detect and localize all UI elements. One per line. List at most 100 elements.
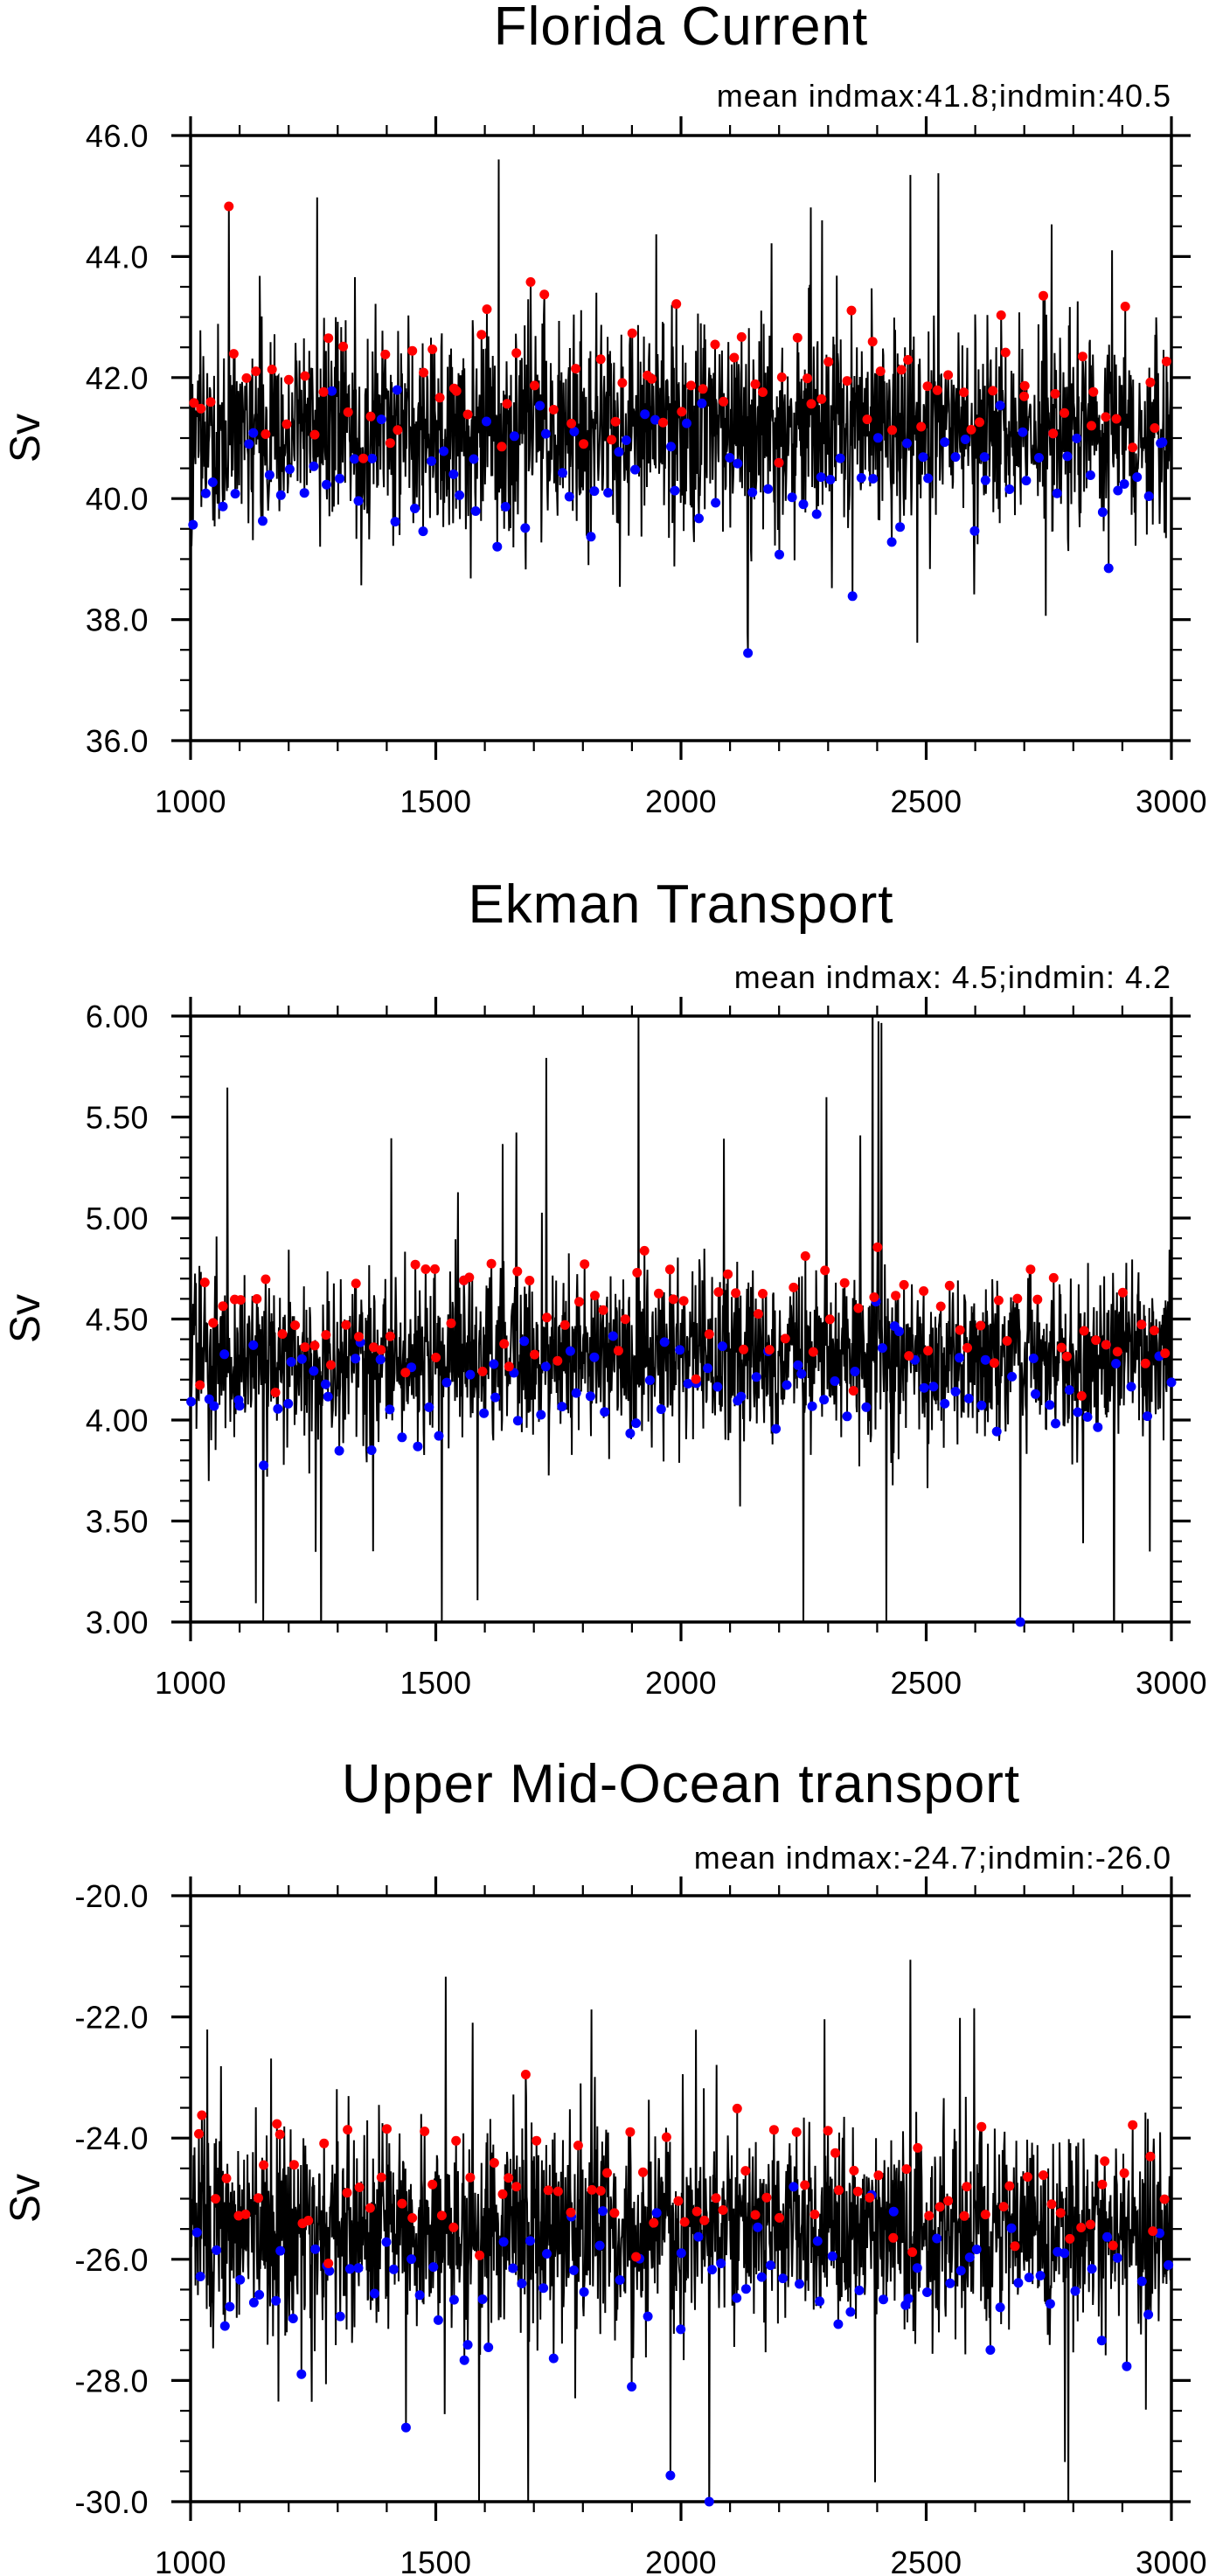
indmax-marker xyxy=(800,2180,810,2190)
indmax-marker xyxy=(342,2188,352,2198)
y-tick-label: 3.50 xyxy=(86,1504,149,1540)
indmax-marker xyxy=(400,1368,411,1378)
indmin-marker xyxy=(335,473,345,484)
indmax-marker xyxy=(365,2203,375,2213)
indmax-marker xyxy=(407,2213,418,2223)
indmin-marker xyxy=(833,2319,844,2329)
indmax-marker xyxy=(698,384,708,394)
indmax-marker xyxy=(274,2129,285,2140)
indmax-marker xyxy=(776,372,787,382)
x-tick-label: 1000 xyxy=(155,2545,226,2576)
indmax-marker xyxy=(988,386,998,396)
indmin-marker xyxy=(406,2254,417,2265)
plot-area: 1000 1500 2000 2500 3000 36.0 38.0 40.0 42.0 44.0… xyxy=(86,116,1207,819)
indmin-marker xyxy=(778,2273,788,2284)
indmax-marker xyxy=(270,1388,281,1397)
indmin-marker xyxy=(191,2227,202,2238)
indmax-marker xyxy=(723,1269,733,1279)
indmax-marker xyxy=(865,2192,875,2203)
indmax-marker xyxy=(639,1245,650,1256)
indmax-marker xyxy=(750,379,761,389)
indmin-marker xyxy=(1087,2264,1097,2274)
indmin-marker xyxy=(725,453,735,463)
indmin-marker xyxy=(441,1377,452,1388)
indmin-marker xyxy=(782,1380,792,1390)
indmax-marker xyxy=(477,1367,488,1376)
indmax-marker xyxy=(607,435,617,445)
indmax-marker xyxy=(235,1295,246,1305)
indmax-marker xyxy=(1101,412,1111,422)
indmax-marker xyxy=(511,2182,522,2192)
indmin-marker xyxy=(558,468,567,478)
indmin-marker xyxy=(230,489,240,499)
indmax-marker xyxy=(574,1297,584,1307)
indmin-marker xyxy=(625,1428,636,1438)
indmax-marker xyxy=(664,1264,675,1275)
indmax-marker xyxy=(620,1314,630,1325)
indmax-marker xyxy=(875,366,886,377)
indmin-marker xyxy=(195,2272,205,2281)
indmin-marker xyxy=(798,499,809,510)
y-tick-label: 4.50 xyxy=(86,1302,149,1338)
indmax-marker xyxy=(678,1296,689,1306)
indmin-marker xyxy=(517,2279,527,2288)
indmin-marker xyxy=(235,2274,246,2285)
indmax-marker xyxy=(919,1286,929,1296)
indmax-marker xyxy=(901,2164,912,2175)
indmin-marker xyxy=(650,414,660,425)
indmin-marker xyxy=(520,523,531,533)
indmax-marker xyxy=(497,442,507,452)
indmin-marker xyxy=(370,2288,379,2299)
indmax-marker xyxy=(816,393,827,404)
indmin-marker xyxy=(868,474,879,484)
indmax-marker xyxy=(993,1295,1004,1305)
indmin-marker xyxy=(1072,433,1082,443)
indmax-marker xyxy=(504,2173,514,2183)
indmax-marker xyxy=(862,414,872,425)
indmax-marker xyxy=(489,2158,499,2168)
indmin-marker xyxy=(793,1360,803,1370)
indmin-marker xyxy=(598,2206,608,2217)
indmin-marker xyxy=(557,1402,567,1412)
indmax-marker xyxy=(907,2247,918,2258)
indmin-marker xyxy=(877,1343,887,1354)
indmax-marker xyxy=(1108,2240,1118,2251)
indmax-marker xyxy=(1019,380,1030,391)
indmin-marker xyxy=(492,541,503,552)
indmax-marker xyxy=(376,2172,386,2183)
indmax-marker xyxy=(673,2196,684,2206)
indmax-marker xyxy=(189,398,199,408)
indmax-marker xyxy=(780,1333,790,1344)
indmin-marker xyxy=(736,1391,747,1402)
indmax-marker xyxy=(896,365,907,375)
indmin-marker xyxy=(296,1354,307,1364)
indmax-marker xyxy=(486,1258,497,1269)
indmax-marker xyxy=(768,2125,779,2135)
indmax-marker xyxy=(649,2217,659,2228)
indmin-marker xyxy=(569,427,580,436)
indmin-marker xyxy=(414,2290,425,2301)
indmax-marker xyxy=(1117,1287,1128,1298)
indmin-marker xyxy=(955,2266,966,2276)
indmin-marker xyxy=(212,2245,222,2255)
indmin-marker xyxy=(525,2236,535,2246)
indmax-marker xyxy=(251,366,261,377)
indmin-marker xyxy=(815,2296,825,2307)
indmax-marker xyxy=(627,328,637,338)
x-tick-label: 3000 xyxy=(1136,1665,1207,1701)
upper-mid-ocean-panel: Upper Mid-Ocean transport mean indmax:-2… xyxy=(0,1738,1209,2576)
chart-title: Upper Mid-Ocean transport xyxy=(341,1754,1021,1814)
indmin-marker xyxy=(392,385,402,395)
indmax-marker xyxy=(552,1355,563,1366)
indmin-marker xyxy=(1070,2286,1080,2296)
indmax-marker xyxy=(434,393,445,403)
indmax-marker xyxy=(739,1344,749,1354)
indmin-marker xyxy=(509,431,519,442)
indmax-marker xyxy=(197,2110,207,2120)
indmin-marker xyxy=(219,2321,230,2331)
indmax-marker xyxy=(731,1288,741,1298)
indmax-marker xyxy=(318,386,329,397)
indmax-marker xyxy=(792,332,803,343)
indmin-marker xyxy=(568,2265,579,2275)
indmax-marker xyxy=(365,411,376,421)
